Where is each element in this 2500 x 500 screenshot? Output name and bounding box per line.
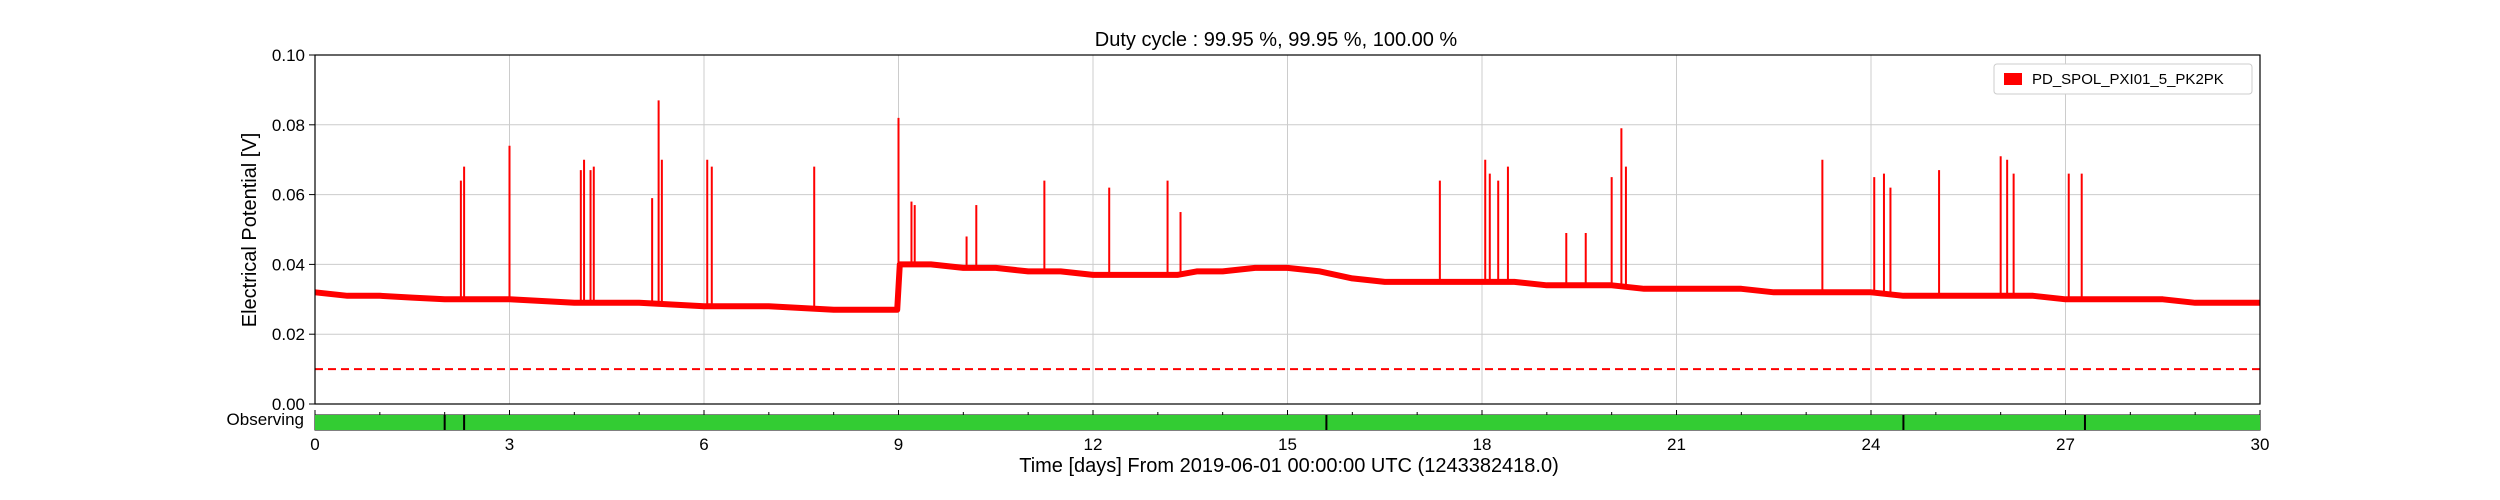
x-tick-label: 15 bbox=[1278, 435, 1297, 454]
x-tick-label: 27 bbox=[2056, 435, 2075, 454]
observing-bar bbox=[314, 414, 2261, 431]
x-tick-label: 30 bbox=[2251, 435, 2270, 454]
y-tick-label: 0.06 bbox=[272, 186, 305, 205]
legend-box bbox=[1993, 63, 2253, 95]
x-axis-ticks: 0 3 6 9 12 15 18 21 24 27 30 bbox=[310, 410, 2269, 454]
legend-swatch bbox=[2004, 73, 2022, 85]
grid-lines bbox=[315, 55, 2260, 404]
observing-segment bbox=[315, 415, 2260, 430]
y-tick-label: 0.02 bbox=[272, 325, 305, 344]
x-axis-label: Time [days] From 2019-06-01 00:00:00 UTC… bbox=[1019, 455, 1559, 477]
x-tick-label: 9 bbox=[894, 435, 903, 454]
plot-frame bbox=[314, 54, 2261, 405]
y-tick-label: 0.00 bbox=[272, 395, 305, 414]
observing-label: Observing bbox=[227, 410, 304, 429]
x-tick-label: 12 bbox=[1084, 435, 1103, 454]
x-tick-label: 24 bbox=[1862, 435, 1881, 454]
x-tick-label: 0 bbox=[310, 435, 319, 454]
series-line bbox=[314, 261, 2260, 313]
x-tick-label: 21 bbox=[1667, 435, 1686, 454]
legend: PD_SPOL_PXI01_5_PK2PK bbox=[1993, 63, 2253, 95]
series-layer bbox=[314, 100, 2260, 313]
y-axis-label: Electrical Potential [V] bbox=[239, 133, 261, 328]
x-tick-label: 6 bbox=[699, 435, 708, 454]
chart-title: Duty cycle : 99.95 %, 99.95 %, 100.00 % bbox=[1095, 29, 1458, 51]
y-tick-label: 0.04 bbox=[272, 255, 305, 274]
legend-label: PD_SPOL_PXI01_5_PK2PK bbox=[2032, 71, 2224, 88]
x-tick-label: 3 bbox=[505, 435, 514, 454]
x-tick-label: 18 bbox=[1473, 435, 1492, 454]
y-tick-label: 0.08 bbox=[272, 116, 305, 135]
y-tick-label: 0.10 bbox=[272, 46, 305, 65]
y-axis-ticks: 0.00 0.02 0.04 0.06 0.08 0.10 bbox=[272, 46, 315, 414]
